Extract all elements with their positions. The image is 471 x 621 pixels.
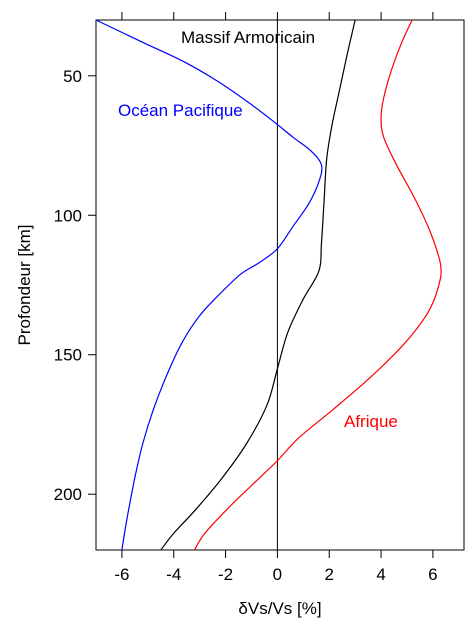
x-tick-label: 4 xyxy=(376,565,385,584)
series-line-0 xyxy=(95,19,323,551)
series-label-ocean-pacifique: Océan Pacifique xyxy=(118,101,243,120)
y-axis-label: Profondeur [km] xyxy=(15,225,34,346)
x-tick-label: 6 xyxy=(428,565,437,584)
y-tick-label: 50 xyxy=(63,67,82,86)
x-tick-label: -2 xyxy=(218,565,233,584)
plot-frame xyxy=(95,19,465,551)
y-axis-ticks: 50 100 150 200 xyxy=(54,67,96,504)
x-axis-label: δVs/Vs [%] xyxy=(238,599,321,618)
x-tick-label: -4 xyxy=(166,565,181,584)
x-tick-label: 0 xyxy=(273,565,282,584)
x-axis-ticks: -6 -4 -2 0 2 4 6 xyxy=(114,12,438,584)
y-tick-label: 200 xyxy=(54,485,82,504)
y-tick-label: 150 xyxy=(54,346,82,365)
y-tick-label: 100 xyxy=(54,206,82,225)
series-line-1 xyxy=(160,19,356,551)
series-line-2 xyxy=(193,19,442,551)
x-tick-label: 2 xyxy=(325,565,334,584)
series-label-massif-armoricain: Massif Armoricain xyxy=(181,28,315,47)
series-lines xyxy=(95,19,442,551)
series-label-afrique: Afrique xyxy=(344,412,398,431)
x-tick-label: -6 xyxy=(114,565,129,584)
